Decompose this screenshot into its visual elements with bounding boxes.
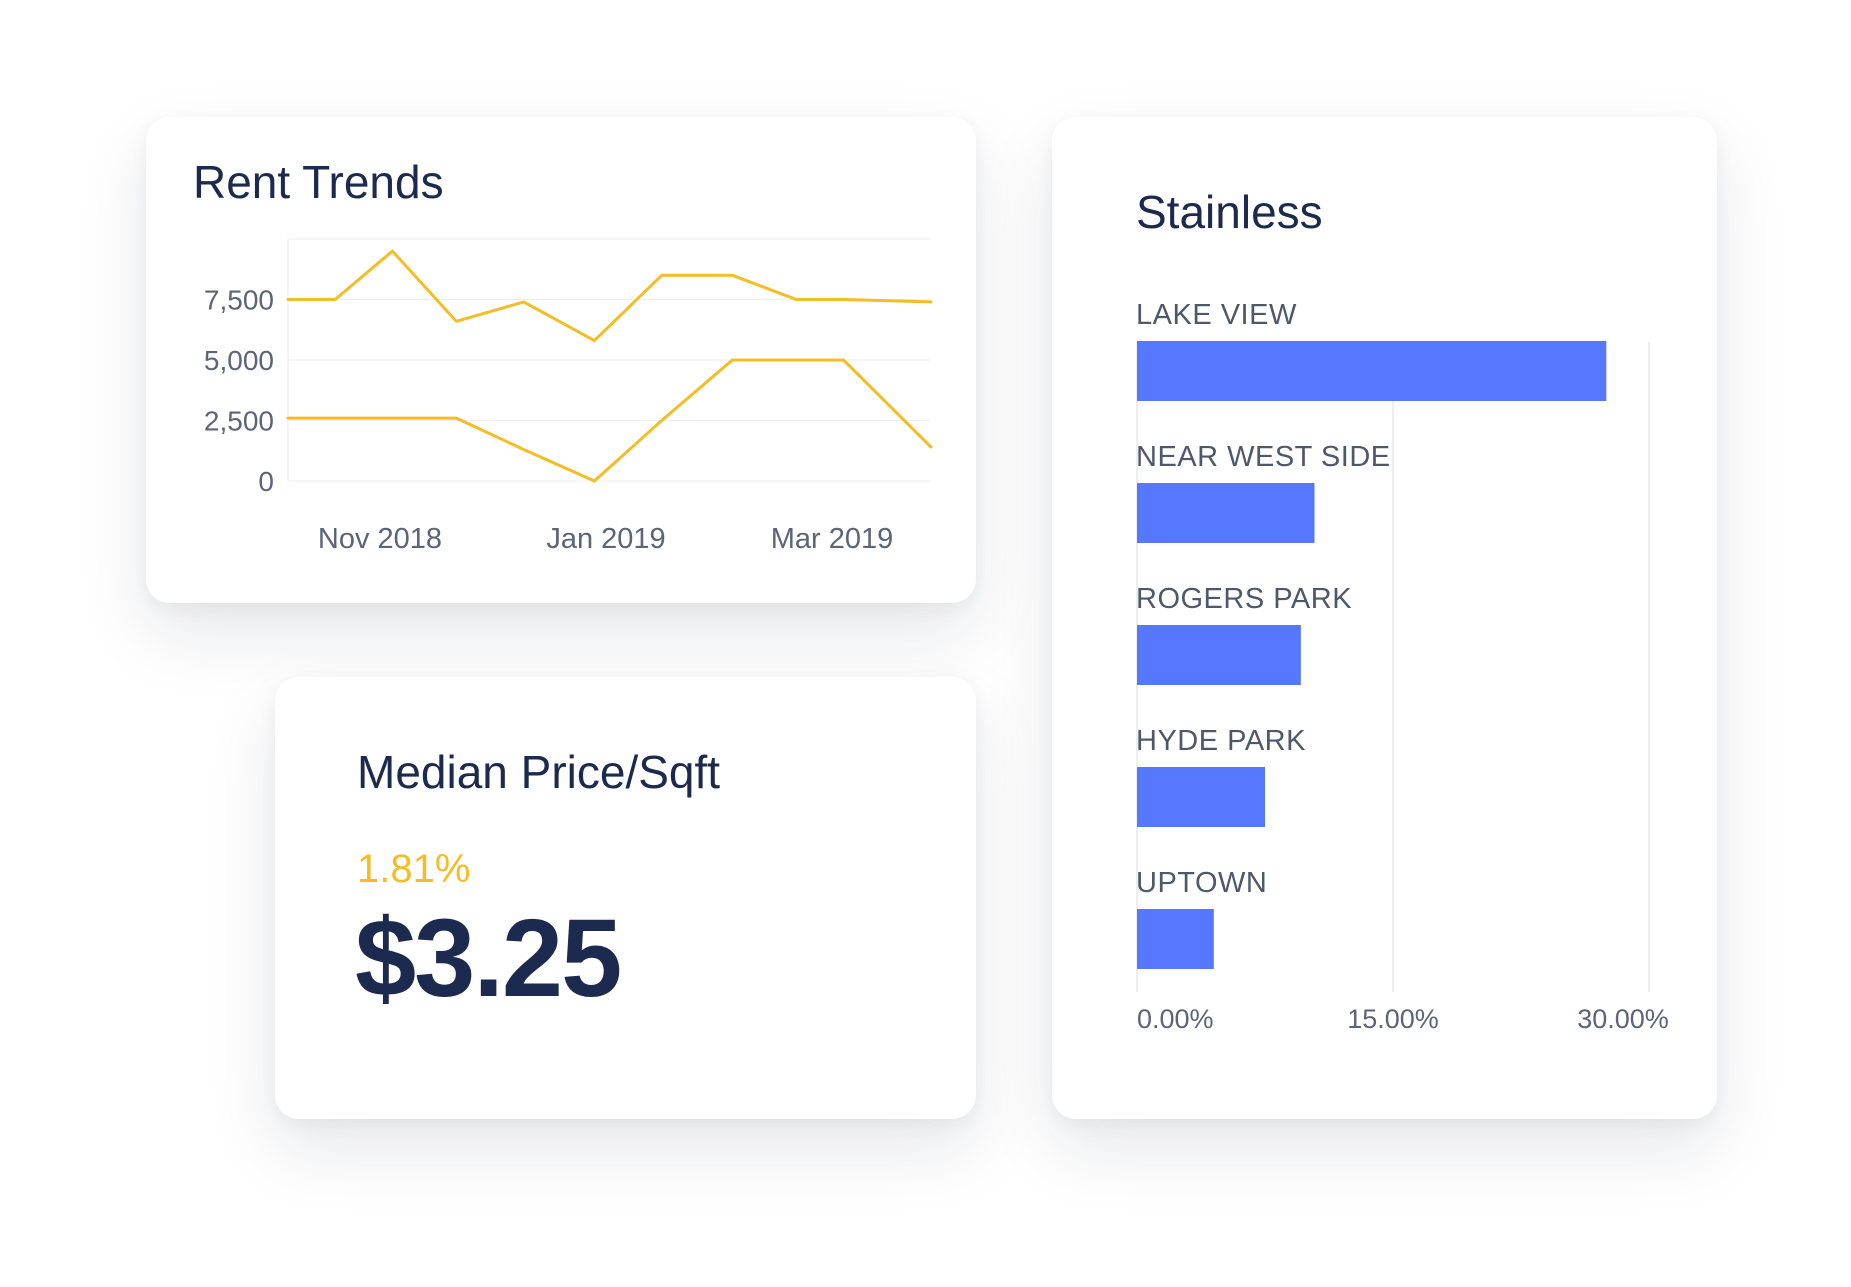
stainless-title: Stainless: [1136, 186, 1323, 238]
y-tick-label: 0: [258, 466, 274, 497]
y-tick-label: 2,500: [204, 406, 274, 437]
rent-trends-card: Rent Trends 0 2,500 5,000 7,500 Nov 2018 Jan …: [146, 117, 976, 603]
x-tick-label: 15.00%: [1347, 1004, 1439, 1034]
y-tick-label: 5,000: [204, 345, 274, 376]
bar-category-label: LAKE VIEW: [1136, 299, 1297, 331]
stainless-card: Stainless LAKE VIEW NEAR WEST SIDE ROGERS …: [1052, 117, 1717, 1119]
median-price-card: Median Price/Sqft 1.81% $3.25: [275, 677, 976, 1119]
x-tick-label: Nov 2018: [318, 523, 442, 555]
median-price-change: 1.81%: [357, 847, 471, 891]
x-tick-label: Jan 2019: [546, 523, 665, 555]
y-tick-label: 7,500: [204, 285, 274, 316]
bar-category-label: HYDE PARK: [1136, 725, 1306, 757]
series-line-2: [286, 358, 933, 483]
x-tick-label: Mar 2019: [771, 523, 894, 555]
bar-category-label: NEAR WEST SIDE: [1136, 441, 1391, 473]
bar: [1137, 483, 1315, 543]
rent-trends-title: Rent Trends: [193, 156, 444, 208]
stainless-bar-chart: LAKE VIEW NEAR WEST SIDE ROGERS PARK HYDE P…: [1136, 299, 1669, 1034]
median-price-value: $3.25: [355, 897, 622, 1020]
series-line-1: [286, 249, 933, 343]
bar: [1137, 625, 1301, 685]
bar: [1137, 341, 1607, 401]
bar-category-label: UPTOWN: [1136, 867, 1267, 899]
x-tick-label: 0.00%: [1137, 1004, 1214, 1034]
rent-trends-chart: 0 2,500 5,000 7,500 Nov 2018 Jan 2019 Mar 2019: [204, 238, 933, 555]
median-price-title: Median Price/Sqft: [357, 746, 721, 798]
x-tick-label: 30.00%: [1577, 1004, 1669, 1034]
bar: [1137, 767, 1265, 827]
bar-category-label: ROGERS PARK: [1136, 583, 1352, 615]
bar: [1137, 909, 1214, 969]
